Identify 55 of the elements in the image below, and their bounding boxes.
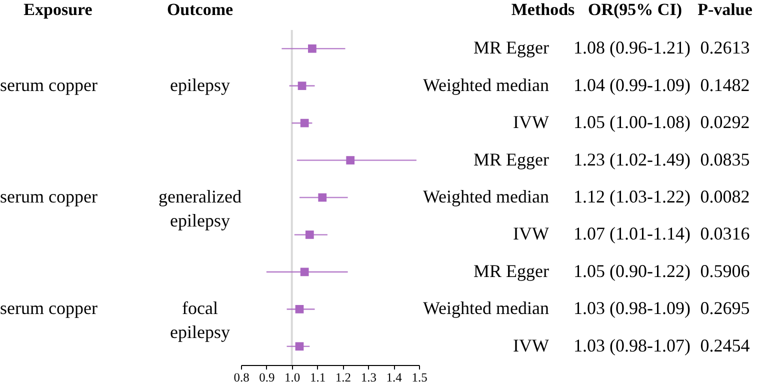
x-tick-label: 1.3 — [360, 370, 376, 384]
point — [300, 268, 309, 276]
data-label: 1.12 (1.03-1.22) — [574, 186, 690, 206]
text: 0.1482 — [700, 74, 750, 95]
text: OR(95% CI) — [588, 0, 682, 19]
text: 0.0316 — [700, 224, 750, 244]
point — [318, 193, 327, 202]
text: 0.2454 — [700, 335, 750, 356]
y-tick-label: MR Egger — [474, 149, 549, 170]
text: epilepsy — [170, 74, 230, 95]
data-label: 1.07 (1.01-1.14) — [574, 224, 690, 244]
text: focal epilepsy — [170, 298, 230, 342]
point — [295, 304, 304, 314]
data-label: 1.08 (0.96-1.21) — [574, 38, 690, 58]
text: 0.0835 — [700, 149, 750, 170]
data-label: 1.03 (0.98-1.09) — [574, 298, 690, 318]
x-tick-label: 1.2 — [335, 370, 352, 384]
x-tick-label: 1.0 — [284, 370, 300, 384]
text: serum copper — [0, 298, 98, 318]
text: serum copper — [0, 186, 98, 206]
annotation: generalized epilepsy — [158, 186, 242, 230]
y-tick-label: Weighted median — [422, 186, 549, 206]
y-tick-label: MR Egger — [474, 38, 549, 58]
y-tick-label: IVW — [513, 224, 550, 244]
text: 0.2695 — [700, 298, 750, 318]
x-tick-label: 1.5 — [412, 370, 428, 384]
point — [300, 118, 309, 128]
text: 0.0082 — [700, 186, 750, 206]
point — [305, 230, 314, 239]
y-tick-label: IVW — [513, 112, 550, 132]
text: 0.0292 — [700, 112, 750, 132]
point — [298, 82, 306, 90]
data-label: 1.05 (0.90-1.22) — [574, 260, 690, 281]
data-label: 1.05 (1.00-1.08) — [574, 112, 690, 132]
text: 0.5906 — [700, 260, 750, 281]
y-tick-label: MR Egger — [474, 260, 549, 281]
y-tick-label: IVW — [513, 335, 550, 356]
y-tick-label: Weighted median — [422, 298, 549, 318]
text: Methods — [511, 0, 576, 19]
x-tick-label: 1.1 — [310, 370, 326, 384]
text: Exposure — [24, 0, 93, 19]
x-tick-label: 1.4 — [386, 370, 403, 384]
point — [308, 44, 316, 53]
data-label: 1.04 (0.99-1.09) — [574, 74, 690, 95]
x-tick-label: 0.9 — [259, 370, 275, 384]
data-label: 1.23 (1.02-1.49) — [574, 149, 690, 170]
data-label: 1.03 (0.98-1.07) — [574, 335, 690, 356]
text: serum copper — [0, 74, 98, 95]
text: 0.2613 — [700, 38, 750, 58]
text: Outcome — [166, 0, 234, 19]
y-tick-label: Weighted median — [422, 74, 549, 95]
x-tick-label: 0.8 — [234, 370, 250, 384]
text: P-value — [698, 0, 753, 19]
point — [346, 156, 355, 164]
point — [295, 342, 304, 351]
